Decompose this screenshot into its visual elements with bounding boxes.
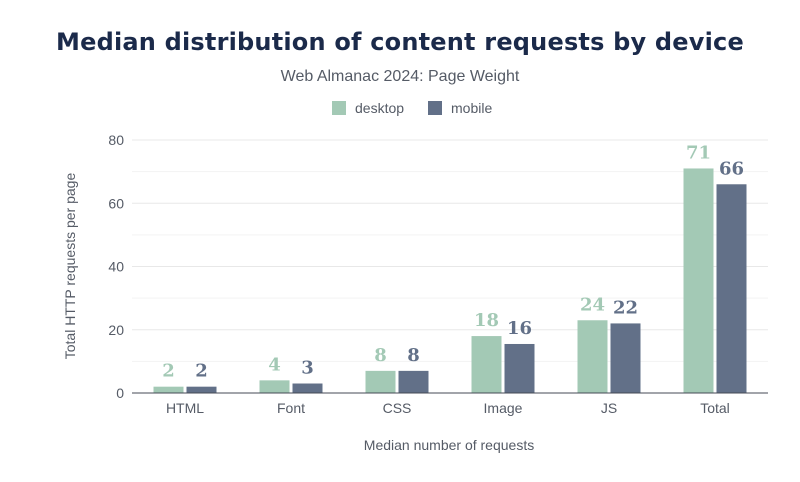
data-label-mobile: 66 [719, 158, 744, 179]
data-label-mobile: 2 [195, 361, 208, 382]
x-axis-label: Median number of requests [364, 437, 534, 453]
bar-mobile-total[interactable] [716, 184, 747, 393]
y-tick-label: 0 [116, 385, 124, 401]
legend-label-desktop: desktop [355, 100, 405, 116]
data-label-mobile: 8 [407, 345, 420, 366]
bar-mobile-html[interactable] [186, 386, 217, 393]
legend-swatch-mobile [428, 101, 442, 115]
x-tick-label: CSS [383, 400, 412, 416]
bar-desktop-css[interactable] [365, 370, 396, 393]
x-tick-label: Font [277, 400, 305, 416]
bar-desktop-image[interactable] [471, 336, 502, 393]
data-label-desktop: 2 [162, 361, 175, 382]
legend-item-mobile[interactable]: mobile [428, 100, 492, 116]
y-tick-label: 60 [108, 195, 124, 211]
y-axis-label: Total HTTP requests per page [62, 173, 78, 360]
data-label-desktop: 4 [268, 354, 281, 375]
bar-desktop-js[interactable] [577, 320, 608, 393]
data-label-mobile: 22 [613, 297, 638, 318]
grid-lines [132, 139, 768, 362]
bar-mobile-css[interactable] [398, 370, 429, 393]
bar-desktop-font[interactable] [259, 380, 290, 393]
x-tick-label: Total [700, 400, 730, 416]
x-tick-label: JS [601, 400, 617, 416]
legend: desktop mobile [0, 100, 800, 120]
chart-subtitle: Web Almanac 2024: Page Weight [280, 68, 520, 85]
legend-swatch-desktop [332, 101, 346, 115]
legend-item-desktop[interactable]: desktop [332, 100, 404, 116]
data-label-desktop: 18 [474, 310, 499, 331]
bar-mobile-js[interactable] [610, 323, 641, 393]
data-label-desktop: 8 [374, 345, 387, 366]
y-tick-label: 40 [108, 259, 124, 275]
bar-mobile-image[interactable] [504, 343, 535, 393]
bar-desktop-total[interactable] [683, 168, 714, 393]
bar-mobile-font[interactable] [292, 383, 323, 393]
chart-title: Median distribution of content requests … [56, 28, 744, 56]
x-tick-label: HTML [166, 400, 204, 416]
data-label-mobile: 3 [301, 358, 314, 379]
data-label-desktop: 24 [580, 294, 605, 315]
data-label-mobile: 16 [507, 318, 532, 339]
bar-desktop-html[interactable] [153, 386, 184, 393]
bars [153, 168, 747, 393]
axes: 0 20 40 60 80 HTML Font CSS Image JS Total [108, 132, 768, 416]
data-label-desktop: 71 [686, 142, 711, 163]
legend-label-mobile: mobile [451, 100, 493, 116]
y-tick-label: 80 [108, 132, 124, 148]
y-tick-label: 20 [108, 322, 124, 338]
x-tick-label: Image [484, 400, 523, 416]
